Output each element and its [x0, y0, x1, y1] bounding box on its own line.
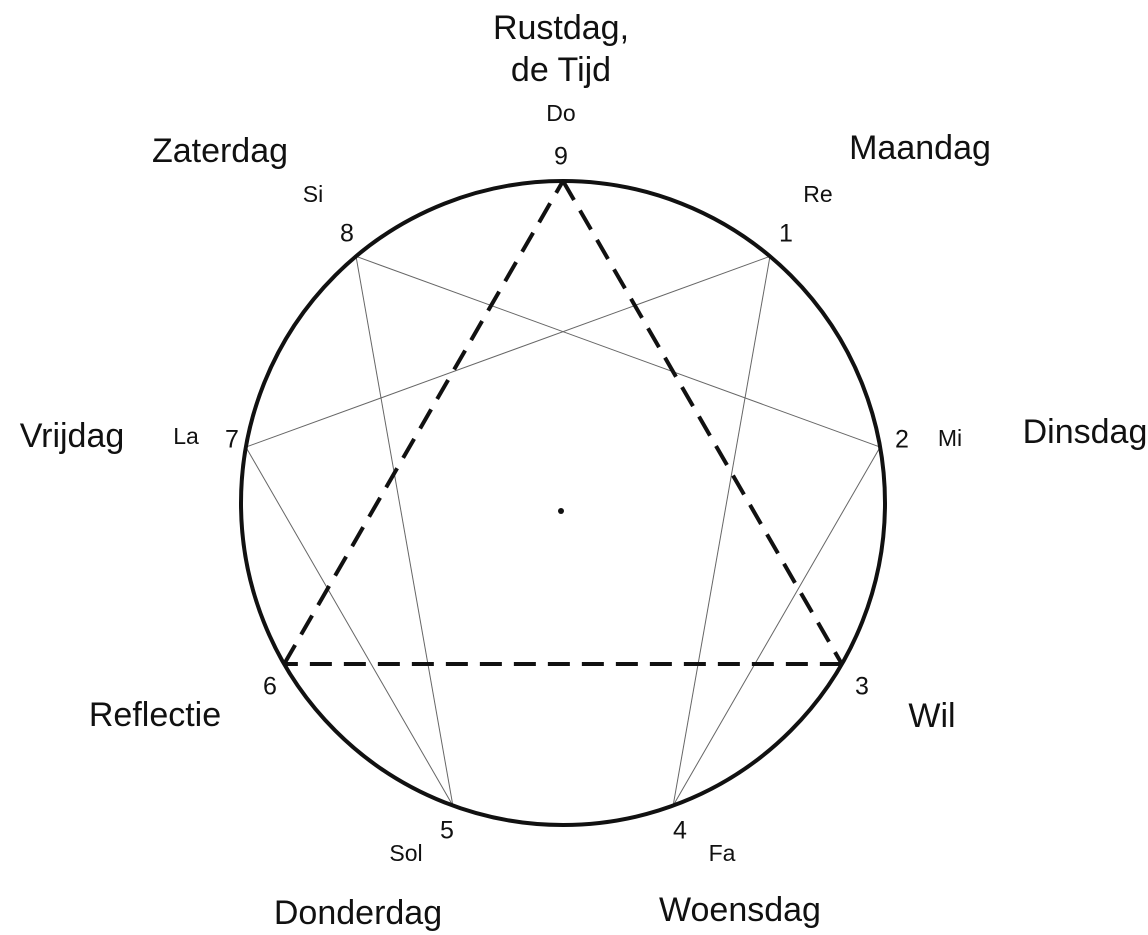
triangle-line — [561, 180, 844, 665]
note-label: Si — [303, 181, 323, 207]
note-label: Mi — [938, 425, 962, 451]
hexad-line — [672, 256, 771, 806]
hexad-line — [245, 446, 454, 806]
note-label: Fa — [709, 840, 736, 866]
day-label: de Tijd — [511, 51, 611, 89]
center-dot — [558, 508, 564, 514]
point-number: 3 — [855, 673, 869, 701]
note-label: La — [173, 423, 199, 449]
point-number: 8 — [340, 220, 354, 248]
point-number: 7 — [225, 426, 239, 454]
point-number: 6 — [263, 673, 277, 701]
day-label: Donderdag — [274, 894, 442, 932]
triangle-line — [282, 180, 565, 665]
point-number: 9 — [554, 143, 568, 171]
day-label: Dinsdag — [1023, 413, 1148, 451]
point-number: 5 — [440, 817, 454, 845]
outer-circle — [239, 179, 887, 827]
lines — [245, 180, 881, 806]
day-label: Rustdag, — [493, 9, 629, 47]
day-label: Woensdag — [659, 891, 821, 929]
note-label: Do — [546, 100, 575, 126]
day-label: Maandag — [849, 129, 991, 167]
labels: 1 Re Maandag 2 Mi Dinsdag 3 Wil 4 Fa Woensdag 5 Sol D… — [20, 9, 1148, 932]
point-number: 1 — [779, 220, 793, 248]
hexad-line — [245, 255, 771, 448]
day-label: Zaterdag — [152, 132, 288, 170]
hexad-line — [355, 255, 881, 448]
note-label: Re — [803, 181, 832, 207]
day-label: Wil — [908, 697, 955, 735]
hexad-line — [672, 446, 881, 806]
day-label: Vrijdag — [20, 417, 125, 455]
hexad-line — [355, 256, 454, 806]
point-number: 4 — [673, 817, 687, 845]
day-label: Reflectie — [89, 696, 221, 734]
point-number: 2 — [895, 426, 909, 454]
note-label: Sol — [389, 840, 422, 866]
